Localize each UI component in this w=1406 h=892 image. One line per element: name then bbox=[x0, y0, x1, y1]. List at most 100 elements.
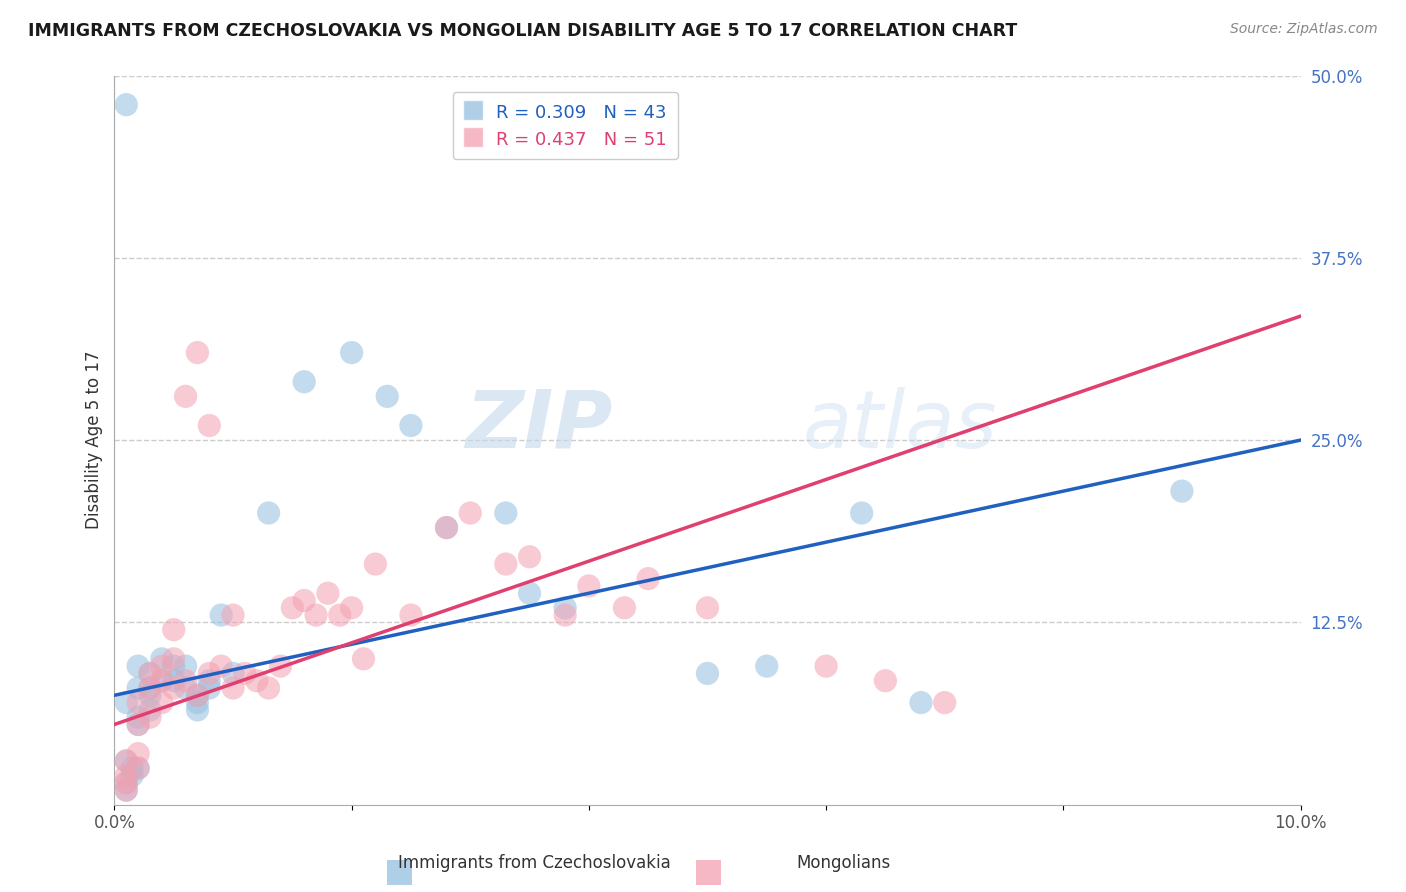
Point bbox=[174, 389, 197, 403]
Point bbox=[163, 623, 186, 637]
Point bbox=[353, 652, 375, 666]
Point bbox=[127, 696, 149, 710]
Point bbox=[222, 681, 245, 695]
Point bbox=[115, 97, 138, 112]
Point bbox=[613, 600, 636, 615]
Point bbox=[436, 520, 458, 534]
Point bbox=[174, 659, 197, 673]
Point bbox=[163, 659, 186, 673]
Legend: R = 0.309   N = 43, R = 0.437   N = 51: R = 0.309 N = 43, R = 0.437 N = 51 bbox=[453, 92, 678, 160]
Point bbox=[174, 673, 197, 688]
Text: Immigrants from Czechoslovakia: Immigrants from Czechoslovakia bbox=[398, 855, 671, 872]
Point bbox=[519, 549, 541, 564]
Point bbox=[174, 681, 197, 695]
Point bbox=[875, 673, 897, 688]
Point bbox=[186, 688, 208, 702]
Point bbox=[121, 768, 143, 782]
Point bbox=[257, 506, 280, 520]
Point bbox=[115, 776, 138, 790]
Point bbox=[115, 768, 138, 782]
Point bbox=[115, 754, 138, 768]
Point bbox=[696, 600, 718, 615]
Point bbox=[934, 696, 956, 710]
Point bbox=[292, 593, 315, 607]
Point bbox=[222, 666, 245, 681]
Point bbox=[198, 673, 221, 688]
Point bbox=[150, 673, 173, 688]
Y-axis label: Disability Age 5 to 17: Disability Age 5 to 17 bbox=[86, 351, 103, 529]
Point bbox=[1171, 484, 1194, 499]
Point bbox=[127, 761, 149, 775]
Point bbox=[139, 688, 162, 702]
Point bbox=[121, 761, 143, 775]
Text: ZIP: ZIP bbox=[465, 386, 613, 465]
Point bbox=[554, 608, 576, 623]
Point bbox=[316, 586, 339, 600]
Point bbox=[163, 652, 186, 666]
Point bbox=[150, 673, 173, 688]
Point bbox=[139, 681, 162, 695]
Point bbox=[554, 600, 576, 615]
Point bbox=[139, 703, 162, 717]
Point bbox=[851, 506, 873, 520]
Point bbox=[186, 345, 208, 359]
Point bbox=[127, 659, 149, 673]
Point bbox=[150, 652, 173, 666]
Point bbox=[364, 557, 387, 571]
Point bbox=[340, 600, 363, 615]
Point bbox=[115, 783, 138, 797]
Point bbox=[340, 345, 363, 359]
Point bbox=[375, 389, 398, 403]
Point bbox=[163, 673, 186, 688]
Text: IMMIGRANTS FROM CZECHOSLOVAKIA VS MONGOLIAN DISABILITY AGE 5 TO 17 CORRELATION C: IMMIGRANTS FROM CZECHOSLOVAKIA VS MONGOL… bbox=[28, 22, 1018, 40]
Point bbox=[127, 717, 149, 731]
Point bbox=[127, 710, 149, 724]
Point bbox=[815, 659, 838, 673]
Point bbox=[495, 506, 517, 520]
Point bbox=[115, 696, 138, 710]
Point bbox=[910, 696, 932, 710]
Point bbox=[209, 659, 232, 673]
Point bbox=[578, 579, 600, 593]
Point bbox=[399, 418, 422, 433]
Point bbox=[139, 710, 162, 724]
Point bbox=[281, 600, 304, 615]
Point bbox=[115, 783, 138, 797]
Point bbox=[186, 696, 208, 710]
Point bbox=[139, 666, 162, 681]
Point bbox=[198, 418, 221, 433]
Point bbox=[150, 696, 173, 710]
Text: atlas: atlas bbox=[803, 386, 997, 465]
Point bbox=[186, 688, 208, 702]
Point bbox=[257, 681, 280, 695]
Point bbox=[305, 608, 328, 623]
Point bbox=[139, 681, 162, 695]
Point bbox=[209, 608, 232, 623]
Point bbox=[696, 666, 718, 681]
Point bbox=[127, 761, 149, 775]
Text: Source: ZipAtlas.com: Source: ZipAtlas.com bbox=[1230, 22, 1378, 37]
Point bbox=[246, 673, 269, 688]
Point bbox=[269, 659, 291, 673]
Point bbox=[399, 608, 422, 623]
Point bbox=[637, 572, 659, 586]
Point bbox=[150, 659, 173, 673]
Point bbox=[163, 681, 186, 695]
Text: Mongolians: Mongolians bbox=[796, 855, 891, 872]
Point bbox=[127, 747, 149, 761]
Point bbox=[115, 754, 138, 768]
Point bbox=[755, 659, 778, 673]
Point bbox=[186, 703, 208, 717]
Point bbox=[233, 666, 256, 681]
Point bbox=[198, 681, 221, 695]
Point bbox=[222, 608, 245, 623]
Point bbox=[495, 557, 517, 571]
Point bbox=[198, 666, 221, 681]
Point bbox=[127, 681, 149, 695]
Point bbox=[139, 666, 162, 681]
Point bbox=[115, 776, 138, 790]
Point bbox=[458, 506, 481, 520]
Point bbox=[127, 717, 149, 731]
Point bbox=[329, 608, 352, 623]
Point bbox=[292, 375, 315, 389]
